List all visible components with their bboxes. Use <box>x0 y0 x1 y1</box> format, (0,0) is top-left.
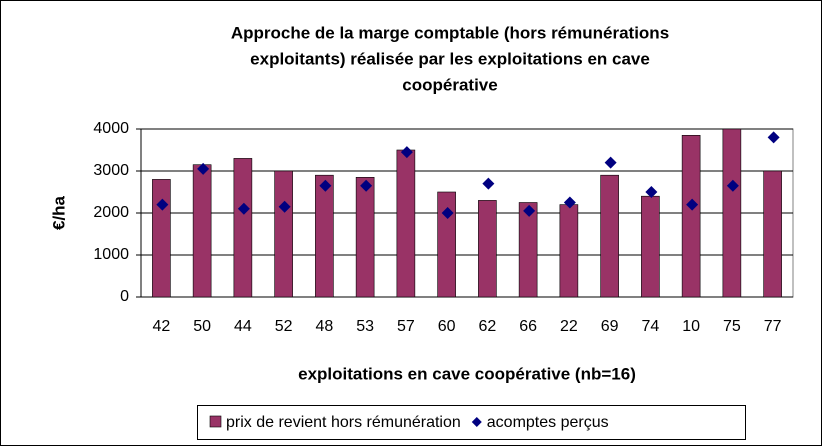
y-tick-label: 4000 <box>93 120 129 137</box>
bar <box>396 149 416 298</box>
x-tick-label: 57 <box>397 318 415 335</box>
bar <box>437 191 456 298</box>
y-tick-label: 3000 <box>93 162 129 179</box>
marker <box>278 200 291 213</box>
legend-label: acomptes perçus <box>487 414 609 431</box>
x-tick-label: 62 <box>478 318 496 335</box>
x-tick-label: 52 <box>275 318 293 335</box>
y-tick-label: 0 <box>120 288 129 305</box>
title-line: exploitants) réalisée par les exploitati… <box>250 49 650 68</box>
bar <box>518 202 538 298</box>
title-line: coopérative <box>402 75 497 94</box>
chart-title: Approche de la marge comptable (hors rém… <box>231 23 669 94</box>
bar <box>763 170 782 298</box>
x-tick-label: 48 <box>315 318 333 335</box>
bar <box>315 174 334 298</box>
legend-swatch <box>209 415 222 428</box>
legend-swatch <box>471 417 482 427</box>
marker <box>441 207 454 219</box>
marker <box>197 162 210 175</box>
marker <box>686 198 699 211</box>
y-tick-label: 2000 <box>93 204 129 221</box>
bar <box>355 177 375 298</box>
bar <box>559 204 579 298</box>
y-tick-label: 1000 <box>93 246 129 263</box>
x-tick-label: 44 <box>234 318 252 335</box>
marker <box>604 156 617 169</box>
x-tick-label: 10 <box>682 318 700 335</box>
legend-label: prix de revient hors rémunération <box>226 414 461 431</box>
bar <box>152 179 171 298</box>
x-tick-label: 22 <box>560 318 578 335</box>
x-axis-label: exploitations en cave coopérative (nb=16… <box>298 364 636 383</box>
marker <box>400 146 413 159</box>
marker <box>360 179 373 192</box>
x-tick-label: 74 <box>641 318 659 335</box>
marker <box>767 131 780 144</box>
marker <box>645 186 658 198</box>
y-axis-label: €/ha <box>49 195 68 230</box>
marker <box>319 179 332 192</box>
bar <box>233 158 253 298</box>
bar <box>274 170 293 298</box>
x-tick-label: 53 <box>356 318 374 335</box>
marker <box>523 204 536 217</box>
marker <box>726 179 739 192</box>
x-tick-label: 60 <box>438 318 456 335</box>
bar <box>478 200 497 298</box>
bar <box>681 135 701 298</box>
x-tick-label: 75 <box>723 318 741 335</box>
marker <box>237 202 250 215</box>
legend-box <box>197 405 746 440</box>
x-tick-label: 77 <box>764 318 782 335</box>
marker <box>156 198 169 211</box>
marker <box>563 196 576 209</box>
marker <box>482 177 495 190</box>
x-tick-label: 42 <box>152 318 170 335</box>
bar <box>641 195 660 298</box>
bar <box>192 164 212 298</box>
x-tick-label: 69 <box>601 318 619 335</box>
title-line: Approche de la marge comptable (hors rém… <box>231 23 669 42</box>
bar <box>600 174 619 298</box>
x-tick-label: 66 <box>519 318 537 335</box>
bar <box>722 128 742 298</box>
x-tick-label: 50 <box>193 318 211 335</box>
